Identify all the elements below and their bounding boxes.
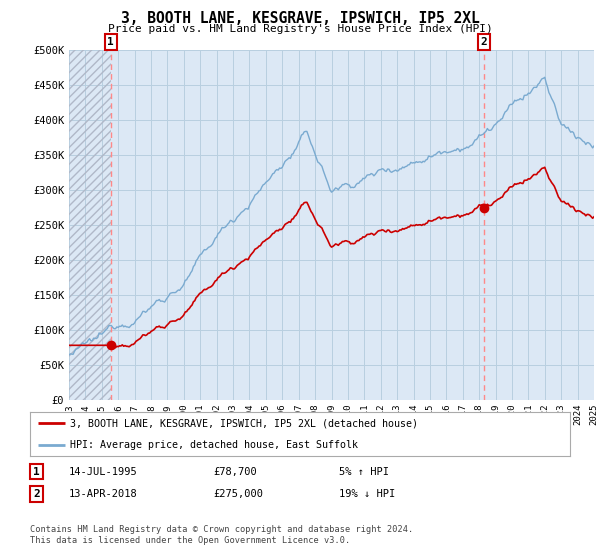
Text: 3, BOOTH LANE, KESGRAVE, IPSWICH, IP5 2XL (detached house): 3, BOOTH LANE, KESGRAVE, IPSWICH, IP5 2X… bbox=[71, 418, 419, 428]
Text: Contains HM Land Registry data © Crown copyright and database right 2024.
This d: Contains HM Land Registry data © Crown c… bbox=[30, 525, 413, 545]
Text: 1: 1 bbox=[33, 466, 40, 477]
Text: 1: 1 bbox=[107, 37, 114, 47]
Text: 5% ↑ HPI: 5% ↑ HPI bbox=[339, 466, 389, 477]
Text: HPI: Average price, detached house, East Suffolk: HPI: Average price, detached house, East… bbox=[71, 440, 359, 450]
Bar bbox=[69, 50, 110, 400]
Text: 14-JUL-1995: 14-JUL-1995 bbox=[69, 466, 138, 477]
Text: 13-APR-2018: 13-APR-2018 bbox=[69, 489, 138, 499]
Text: £275,000: £275,000 bbox=[213, 489, 263, 499]
Text: Price paid vs. HM Land Registry's House Price Index (HPI): Price paid vs. HM Land Registry's House … bbox=[107, 24, 493, 34]
Text: 19% ↓ HPI: 19% ↓ HPI bbox=[339, 489, 395, 499]
Text: £78,700: £78,700 bbox=[213, 466, 257, 477]
Text: 2: 2 bbox=[33, 489, 40, 499]
Text: 2: 2 bbox=[481, 37, 487, 47]
Text: 3, BOOTH LANE, KESGRAVE, IPSWICH, IP5 2XL: 3, BOOTH LANE, KESGRAVE, IPSWICH, IP5 2X… bbox=[121, 11, 479, 26]
